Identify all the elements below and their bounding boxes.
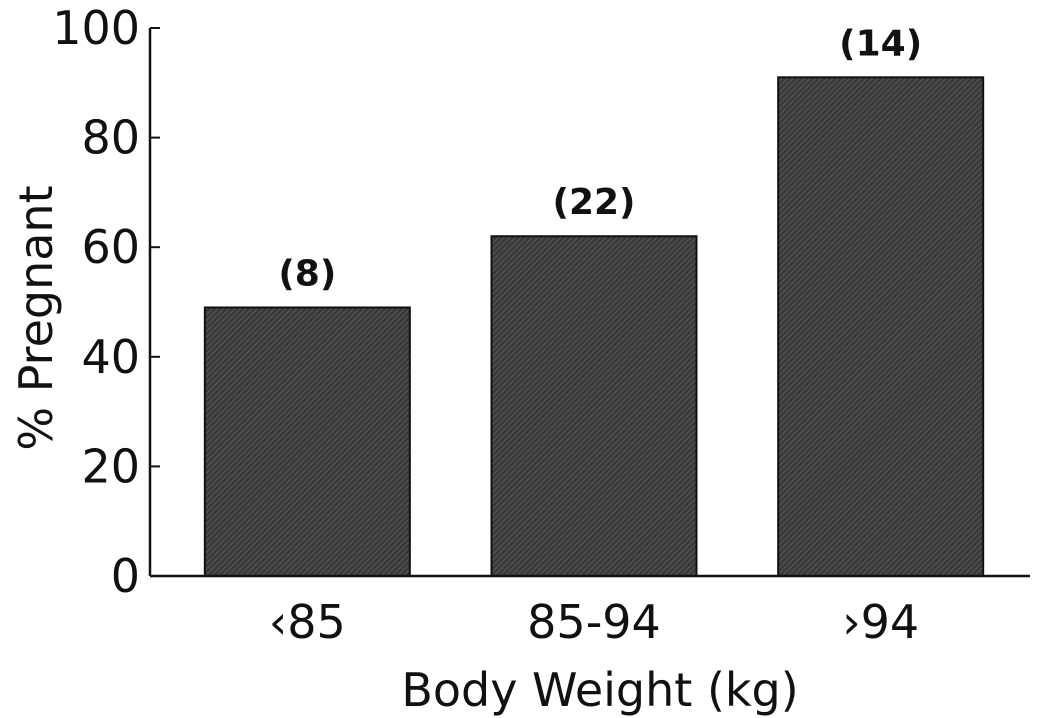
y-tick-label-3: 60 xyxy=(81,220,140,274)
y-tick-label-0: 0 xyxy=(111,549,140,603)
x-category-label-0: ‹85 xyxy=(269,595,346,649)
x-category-label-1: 85-94 xyxy=(527,595,661,649)
bar-1 xyxy=(490,235,698,578)
bars-group xyxy=(203,76,985,578)
y-tick-label-2: 40 xyxy=(81,330,140,384)
y-ticks-group: 0 20 40 60 80 100 xyxy=(52,1,160,603)
data-labels-group: (8) (22) (14) xyxy=(278,23,922,294)
bar-data-label-2: (14) xyxy=(839,23,922,64)
y-tick-label-4: 80 xyxy=(81,111,140,165)
y-tick-label-5: 100 xyxy=(52,1,140,55)
bar-2 xyxy=(777,76,985,577)
x-axis-title: Body Weight (kg) xyxy=(401,663,798,717)
y-tick-label-1: 20 xyxy=(81,439,140,493)
bar-data-label-0: (8) xyxy=(278,253,336,294)
bar-data-label-1: (22) xyxy=(552,182,635,223)
y-axis-title: % Pregnant xyxy=(9,185,63,450)
x-category-label-2: ›94 xyxy=(842,595,919,649)
x-labels-group: ‹85 85-94 ›94 xyxy=(269,595,919,649)
bar-0 xyxy=(203,306,411,577)
